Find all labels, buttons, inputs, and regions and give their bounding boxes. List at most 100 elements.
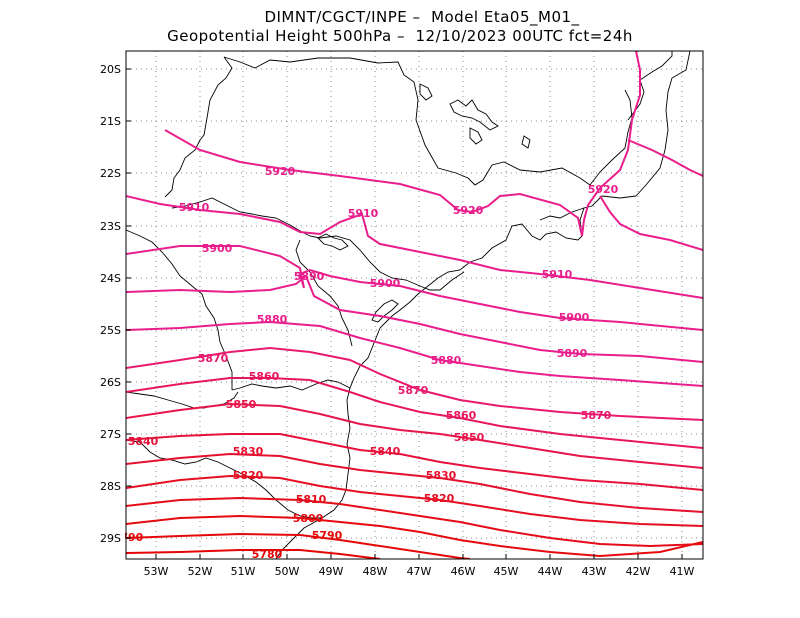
y-axis-labels: 20S 21S 22S 23S 24S 25S 26S 27S 28S 29S	[100, 63, 121, 545]
y-tick-label: 26S	[100, 376, 121, 389]
grid-lines	[126, 51, 703, 559]
y-tick-label: 23S	[100, 220, 121, 233]
contour-label: 5900	[559, 311, 590, 324]
geopotential-contours	[126, 51, 703, 559]
contour-label: 5830	[233, 445, 264, 458]
contour-5920	[164, 51, 641, 237]
contour-label: 5900	[202, 242, 233, 255]
state-border-ms-sp	[164, 56, 233, 198]
contour-label: 5870	[398, 384, 429, 397]
state-border-sp-rj	[539, 207, 585, 221]
x-tick-label: 44W	[538, 565, 563, 578]
contour-5880	[126, 320, 703, 387]
contour-5820	[126, 474, 703, 527]
x-tick-label: 47W	[407, 565, 432, 578]
political-boundaries	[126, 51, 691, 559]
left-margin-mask	[0, 530, 125, 546]
contour-5830	[126, 452, 703, 513]
x-tick-label: 53W	[144, 565, 169, 578]
x-tick-label: 45W	[494, 565, 519, 578]
map-title-line-2: Geopotential Height 500hPa – 12/10/2023 …	[167, 27, 633, 45]
contour-label: 5870	[198, 352, 229, 365]
paranagua-bay	[371, 299, 399, 323]
contour-label: 5870	[581, 409, 612, 422]
contour-5780	[126, 549, 381, 559]
contour-label: 5890	[294, 270, 325, 283]
contour-label: 5820	[233, 469, 264, 482]
map-title-line-1: DIMNT/CGCT/INPE – Model Eta05_M01_	[264, 8, 580, 26]
contour-5900	[126, 245, 703, 331]
y-tick-label: 29S	[100, 532, 121, 545]
state-border-es-rj	[627, 79, 645, 121]
state-border-mg-rj	[589, 89, 633, 186]
contour-5800	[126, 514, 703, 558]
contour-label: 5910	[348, 207, 379, 220]
reservoir-1	[449, 99, 499, 131]
contour-5910	[126, 195, 703, 299]
x-tick-label: 48W	[363, 565, 388, 578]
y-tick-label: 21S	[100, 115, 121, 128]
state-border-sc-rs	[126, 439, 322, 519]
x-axis-labels: 53W 52W 51W 50W 49W 48W 47W 46W 45W 44W …	[144, 565, 695, 578]
y-tick-label: 27S	[100, 428, 121, 441]
y-tick-label: 25S	[100, 324, 121, 337]
state-border-mg-es	[639, 51, 673, 81]
contour-5870	[126, 346, 703, 421]
reservoir-2	[469, 127, 483, 145]
coast-rj-sp	[275, 51, 691, 559]
contour-5840	[126, 433, 703, 491]
contour-label: 5890	[557, 347, 588, 360]
contour-label: 5920	[265, 165, 296, 178]
map-frame	[125, 50, 704, 560]
contour-label: 5860	[446, 409, 477, 422]
reservoir-5	[317, 233, 349, 251]
tick-marks	[126, 68, 683, 559]
state-border-pr-sc	[231, 379, 351, 391]
contour-label: 5850	[226, 398, 257, 411]
y-tick-label: 22S	[100, 167, 121, 180]
contour-5860	[126, 377, 703, 449]
contour-5910-east	[599, 195, 703, 251]
contour-label: 5850	[454, 431, 485, 444]
state-border-mg-sp	[223, 56, 591, 186]
contour-label: 5800	[293, 512, 324, 525]
contour-label: 5860	[249, 370, 280, 383]
contour-label: 5830	[426, 469, 457, 482]
contour-label: 5840	[370, 445, 401, 458]
contour-label: 5920	[588, 183, 619, 196]
contour-5890	[126, 274, 703, 363]
country-border-paraguay	[126, 229, 233, 390]
contour-label: 5790	[312, 529, 343, 542]
contour-label: 5820	[424, 492, 455, 505]
x-tick-label: 49W	[319, 565, 344, 578]
x-tick-label: 42W	[626, 565, 651, 578]
y-tick-label: 24S	[100, 272, 121, 285]
contour-5920-east	[627, 139, 703, 177]
contour-label: 5910	[542, 268, 573, 281]
contour-label: 5840	[128, 435, 159, 448]
y-tick-label: 20S	[100, 63, 121, 76]
x-tick-label: 41W	[670, 565, 695, 578]
contour-label: 5880	[431, 354, 462, 367]
river-tiete	[295, 239, 353, 347]
x-tick-label: 43W	[582, 565, 607, 578]
x-tick-label: 46W	[451, 565, 476, 578]
y-tick-label: 28S	[100, 480, 121, 493]
contour-5790	[126, 532, 471, 559]
contour-5810	[126, 496, 703, 548]
contour-label: 5810	[296, 493, 327, 506]
reservoir-3	[521, 135, 531, 149]
state-border-sp-pr	[171, 197, 465, 291]
contour-label: 5880	[257, 313, 288, 326]
x-tick-label: 50W	[275, 565, 300, 578]
contour-label: 5780	[252, 548, 283, 561]
reservoir-4	[419, 83, 433, 101]
x-tick-label: 52W	[188, 565, 213, 578]
contour-label: 5920	[453, 204, 484, 217]
x-tick-label: 51W	[231, 565, 256, 578]
contour-label: 5900	[370, 277, 401, 290]
contour-5850	[126, 402, 703, 469]
contour-label: 5910	[179, 201, 210, 214]
contour-labels: 5920 5920 5920 5910 5910 5910 5900 5900 …	[113, 165, 619, 561]
